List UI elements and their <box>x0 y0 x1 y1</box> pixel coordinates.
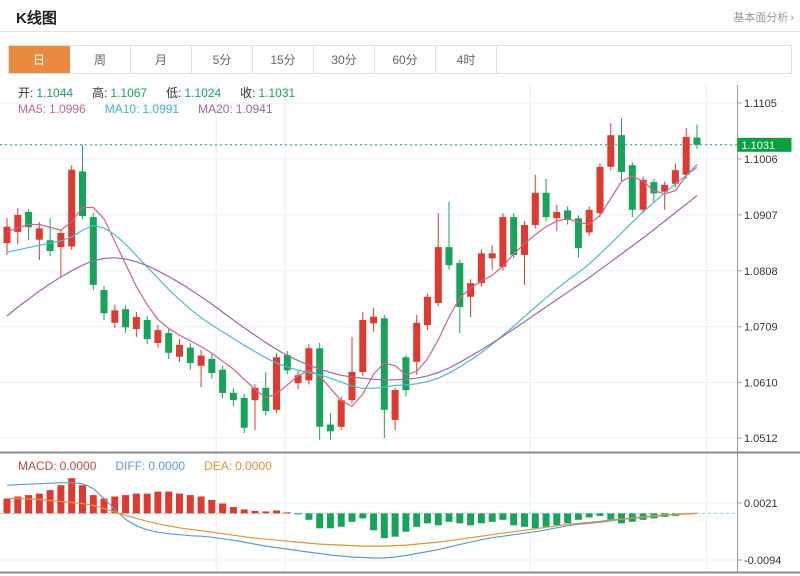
ma-value-ma10: 1.0991 <box>142 102 180 116</box>
ma-legend: MA5: 1.0996 MA10: 1.0991 MA20: 1.0941 <box>18 102 273 116</box>
fundamental-analysis-link[interactable]: 基本面分析 › <box>733 9 794 25</box>
macd-item-macd: MACD: 0.0000 <box>18 459 96 473</box>
ohlc-item-high: 高: 1.1067 <box>92 84 147 101</box>
tab-month[interactable]: 月 <box>131 46 192 73</box>
macd-item-diff: DIFF: 0.0000 <box>115 459 185 473</box>
tab-week[interactable]: 周 <box>70 46 131 73</box>
svg-text:1.0808: 1.0808 <box>744 266 778 278</box>
tab-30min[interactable]: 30分 <box>314 46 375 73</box>
gridlines <box>0 85 738 571</box>
tab-60min[interactable]: 60分 <box>375 46 436 73</box>
ma20-line <box>6 195 698 381</box>
ohlc-value-close: 1.1031 <box>258 86 296 100</box>
ohlc-value-low: 1.1024 <box>184 86 222 100</box>
y-axis-labels: 1.1105 1.1006 1.0907 1.0808 1.0709 1.0610 1.05… <box>737 98 781 567</box>
ma-label-ma20: MA20: <box>198 102 233 116</box>
macd-label-macd: MACD: <box>18 459 57 473</box>
ma-label-ma10: MA10: <box>104 102 140 116</box>
ma-value-ma5: 1.0996 <box>49 102 86 116</box>
ma5-line <box>6 164 698 408</box>
tab-15min[interactable]: 15分 <box>253 46 314 73</box>
svg-text:1.1006: 1.1006 <box>744 154 778 166</box>
ma-label-ma5: MA5: <box>18 102 47 116</box>
svg-text:1.0709: 1.0709 <box>744 322 778 334</box>
header-divider <box>0 31 800 32</box>
macd-label-diff: DIFF: <box>115 459 146 473</box>
ma-item-ma10: MA10: 1.0991 <box>105 102 179 116</box>
fundamental-analysis-label: 基本面分析 <box>733 12 789 24</box>
ma-value-ma20: 1.0941 <box>235 102 273 116</box>
ohlc-label-close: 收: <box>240 86 256 100</box>
macd-value-diff: 0.0000 <box>148 459 186 473</box>
macd-value-dea: 0.0000 <box>235 459 272 473</box>
svg-text:1.0907: 1.0907 <box>744 210 778 222</box>
tab-5min[interactable]: 5分 <box>192 46 253 73</box>
svg-text:1.1031: 1.1031 <box>742 140 776 152</box>
ma10-line <box>6 166 698 389</box>
macd-item-dea: DEA: 0.0000 <box>204 459 272 473</box>
svg-text:1.0610: 1.0610 <box>744 378 778 390</box>
tab-4hour[interactable]: 4时 <box>436 46 497 73</box>
dea-line <box>7 497 698 547</box>
ohlc-label-low: 低: <box>166 86 182 100</box>
ohlc-legend: 开: 1.1044 高: 1.1067 低: 1.1024 收: 1.1031 <box>18 84 295 101</box>
svg-text:-0.0094: -0.0094 <box>744 555 781 567</box>
macd-label-dea: DEA: <box>204 459 233 473</box>
svg-text:1.1105: 1.1105 <box>744 98 777 110</box>
macd-legend: MACD: 0.0000 DIFF: 0.0000 DEA: 0.0000 <box>18 459 272 473</box>
ohlc-label-high: 高: <box>92 86 108 100</box>
current-price-badge: 1.1031 <box>737 137 792 152</box>
svg-text:1.0512: 1.0512 <box>744 433 778 445</box>
macd-value-macd: 0.0000 <box>59 459 97 473</box>
ma-item-ma20: MA20: 1.0941 <box>198 102 272 116</box>
ohlc-label-open: 开: <box>18 86 34 100</box>
svg-text:0.0021: 0.0021 <box>744 498 778 510</box>
interval-tabs: 日周月 5分 15分 30分 60分 4时 <box>8 45 792 74</box>
ma-item-ma5: MA5: 1.0996 <box>18 102 86 116</box>
ohlc-value-high: 1.1067 <box>110 86 148 100</box>
diff-line <box>6 482 698 559</box>
ohlc-item-low: 低: 1.1024 <box>166 84 221 101</box>
chevron-right-icon: › <box>790 12 794 24</box>
tab-day[interactable]: 日 <box>9 46 70 73</box>
ohlc-value-open: 1.1044 <box>36 86 74 100</box>
macd-histogram <box>3 478 690 539</box>
candlestick-series <box>3 118 701 440</box>
page-title: K线图 <box>16 10 57 27</box>
ohlc-item-close: 收: 1.1031 <box>240 84 295 101</box>
ohlc-item-open: 开: 1.1044 <box>18 84 73 101</box>
